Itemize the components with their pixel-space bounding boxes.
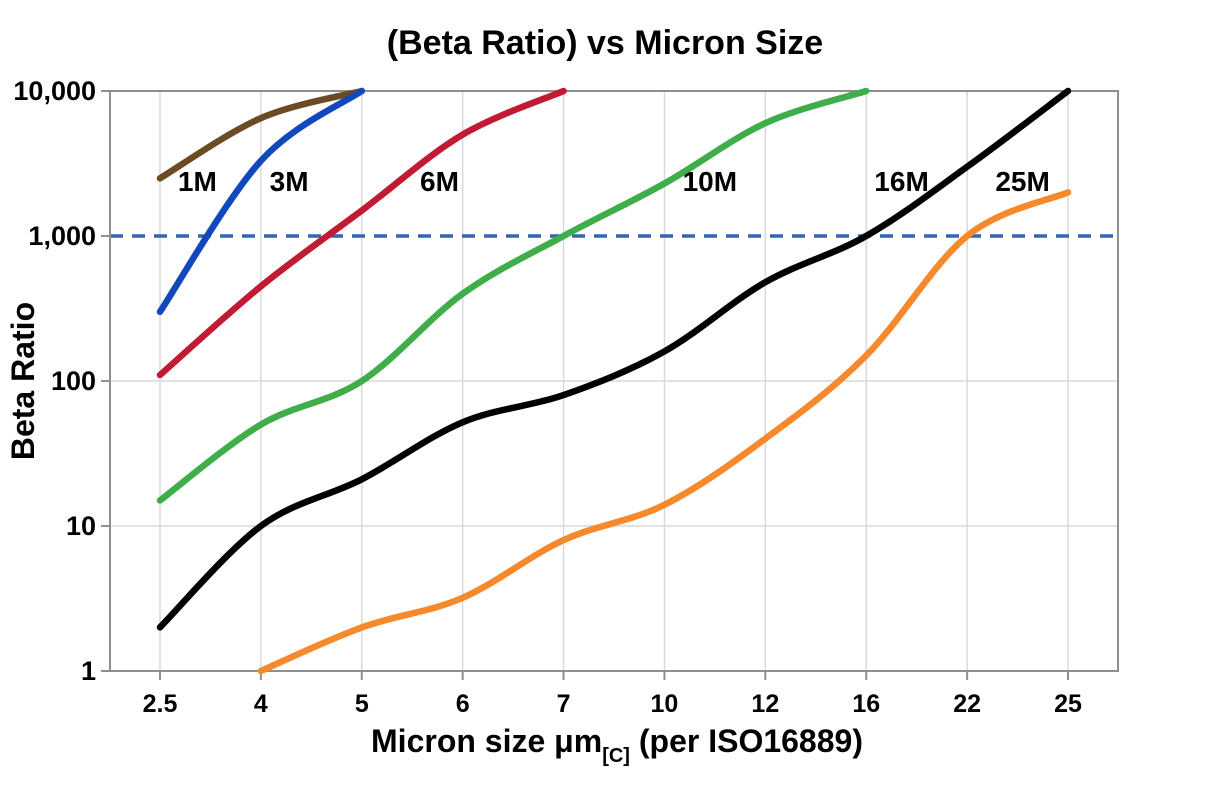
y-axis-title: Beta Ratio xyxy=(5,302,41,460)
x-axis-tick-labels: 2.5 4 5 6 7 10 12 16 22 25 xyxy=(143,690,1082,718)
x-tick-label: 5 xyxy=(355,690,369,718)
series-label-25M: 25M xyxy=(995,166,1049,197)
y-tick-label: 1,000 xyxy=(28,221,96,251)
x-tick-label: 2.5 xyxy=(143,690,178,718)
x-tick-label: 6 xyxy=(456,690,470,718)
data-curves xyxy=(156,87,1072,675)
x-tick-label: 4 xyxy=(254,690,268,718)
curve-3M xyxy=(156,87,366,316)
series-label-10M: 10M xyxy=(683,166,737,197)
curve-10M xyxy=(156,87,870,504)
x-tick-label: 10 xyxy=(651,690,679,718)
x-axis-title-subscript: [C] xyxy=(602,745,630,767)
series-labels: 1M 3M 6M 10M 16M 25M xyxy=(178,166,1050,197)
x-tick-label: 16 xyxy=(852,690,880,718)
x-tick-label: 25 xyxy=(1054,690,1082,718)
x-axis-title-main: Micron size μm xyxy=(371,723,602,759)
series-label-16M: 16M xyxy=(874,166,928,197)
x-tick-label: 12 xyxy=(751,690,779,718)
y-tick-label: 1 xyxy=(81,656,96,686)
x-tick-label: 22 xyxy=(953,690,981,718)
series-label-6M: 6M xyxy=(420,166,459,197)
y-tick-label: 10 xyxy=(66,511,96,541)
curve-25M xyxy=(257,189,1072,675)
y-tick-label: 10,000 xyxy=(13,76,96,106)
series-label-3M: 3M xyxy=(270,166,309,197)
y-axis-ticks xyxy=(101,90,110,672)
chart-title: (Beta Ratio) vs Micron Size xyxy=(387,24,823,62)
x-axis-title-rest: (per ISO16889) xyxy=(630,723,863,759)
x-axis-title: Micron size μm[C] (per ISO16889) xyxy=(371,723,863,767)
curve-1M xyxy=(156,87,366,182)
y-axis-tick-labels: 10,000 1,000 100 10 1 xyxy=(13,76,96,686)
y-tick-label: 100 xyxy=(51,366,96,396)
x-axis-ticks xyxy=(159,671,1069,680)
series-label-1M: 1M xyxy=(178,166,217,197)
curve-16M xyxy=(156,87,1072,631)
x-tick-label: 7 xyxy=(557,690,571,718)
curve-6M xyxy=(156,87,567,379)
